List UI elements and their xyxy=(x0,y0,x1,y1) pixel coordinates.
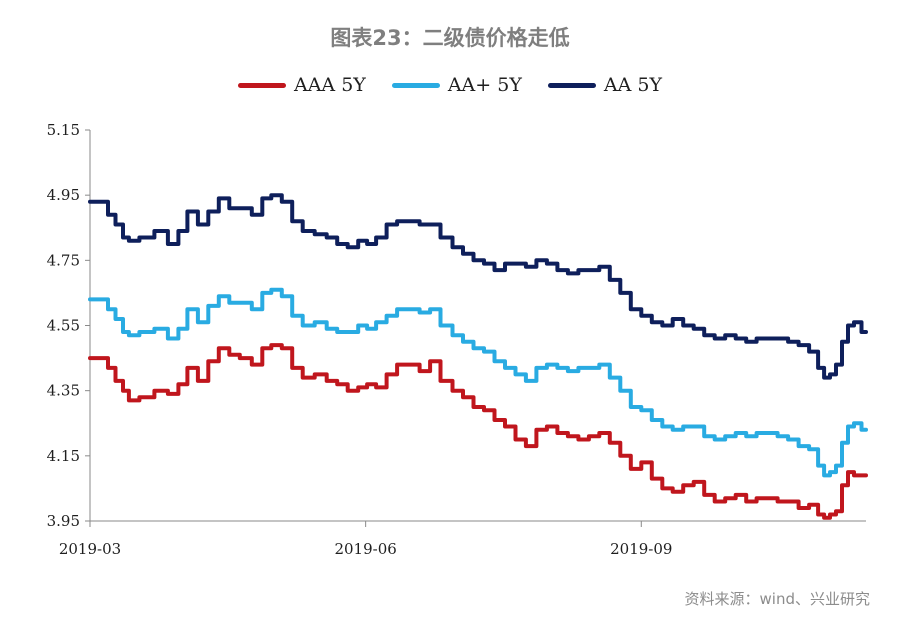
legend-item-aa-5y: AA 5Y xyxy=(547,74,662,96)
y-axis: 5.15 4.95 4.75 4.55 4.35 4.15 3.95 xyxy=(47,121,91,530)
legend-item-aa-plus-5y: AA+ 5Y xyxy=(391,74,522,96)
y-tick-label: 4.55 xyxy=(47,317,80,335)
y-tick-label: 4.35 xyxy=(47,382,80,400)
chart-legend: AAA 5Y AA+ 5Y AA 5Y xyxy=(0,72,900,98)
legend-swatch-aa-plus-5y xyxy=(391,82,440,88)
series-line-aa-plus-5y xyxy=(88,287,868,478)
legend-label-aaa-5y: AAA 5Y xyxy=(293,74,366,96)
x-axis: 2019-03 2019-06 2019-09 xyxy=(59,520,866,558)
chart-title: 图表23：二级债价格走低 xyxy=(330,26,570,50)
legend-label-aa-plus-5y: AA+ 5Y xyxy=(447,74,522,96)
y-tick-label: 4.15 xyxy=(47,447,80,465)
legend-swatch-aaa-5y xyxy=(237,82,286,88)
legend-swatch-aa-5y xyxy=(547,82,596,88)
x-tick-label: 2019-06 xyxy=(334,540,396,558)
y-tick-label: 4.95 xyxy=(47,186,80,204)
legend-label-aa-5y: AA 5Y xyxy=(603,74,662,96)
series-line-aa-5y xyxy=(88,193,868,380)
x-tick-label: 2019-03 xyxy=(59,540,121,558)
y-tick-label: 5.15 xyxy=(47,121,80,139)
source-note: 资料来源：wind、兴业研究 xyxy=(684,590,870,608)
series-line-aaa-5y xyxy=(88,343,868,520)
x-tick-label: 2019-09 xyxy=(610,540,672,558)
y-tick-label: 4.75 xyxy=(47,251,80,269)
series-lines xyxy=(88,193,868,520)
y-tick-label: 3.95 xyxy=(47,512,80,530)
legend-item-aaa-5y: AAA 5Y xyxy=(237,74,366,96)
